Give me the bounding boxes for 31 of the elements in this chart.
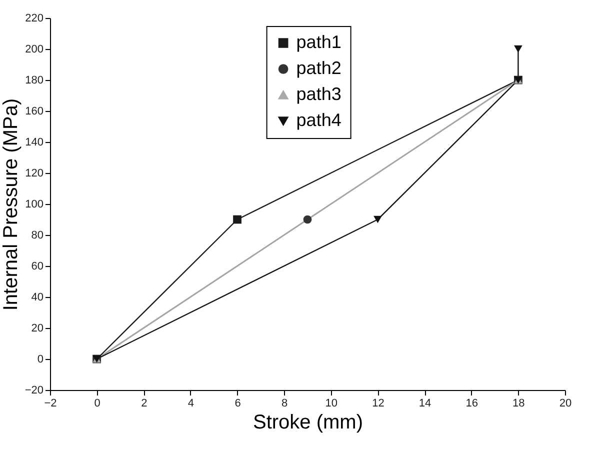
x-tick-label: 4 bbox=[188, 398, 194, 410]
legend-label: path2 bbox=[296, 58, 342, 78]
y-tick-label: −20 bbox=[24, 384, 44, 396]
x-tick-label: 8 bbox=[282, 398, 288, 410]
x-tick-label: 10 bbox=[325, 398, 338, 410]
y-tick-label: 160 bbox=[25, 106, 44, 118]
x-tick-label: 14 bbox=[418, 398, 432, 410]
x-tick-label: 6 bbox=[234, 398, 241, 410]
legend-label: path4 bbox=[296, 110, 342, 130]
x-tick-label: 12 bbox=[372, 398, 384, 410]
x-tick-label: 18 bbox=[512, 398, 525, 410]
x-tick-label: 20 bbox=[559, 398, 572, 410]
y-tick-label: 20 bbox=[31, 322, 44, 334]
y-tick-label: 0 bbox=[37, 354, 44, 366]
y-tick-label: 140 bbox=[25, 136, 44, 148]
y-tick-label: 100 bbox=[25, 198, 44, 210]
x-axis-title: Stroke (mm) bbox=[253, 412, 363, 434]
legend-label: path1 bbox=[296, 32, 342, 52]
y-axis-title: Internal Pressure (MPa) bbox=[0, 98, 22, 311]
x-tick-label: 16 bbox=[466, 398, 478, 410]
y-tick-label: 40 bbox=[31, 292, 44, 304]
y-tick-label: 60 bbox=[31, 260, 44, 272]
y-tick-label: 80 bbox=[31, 230, 44, 242]
x-tick-label: −2 bbox=[44, 398, 57, 410]
y-tick-label: 120 bbox=[25, 168, 44, 180]
x-tick-label: 2 bbox=[141, 398, 148, 410]
y-tick-label: 200 bbox=[25, 44, 44, 56]
y-tick-label: 180 bbox=[25, 74, 44, 86]
x-tick-label: 0 bbox=[94, 398, 100, 410]
y-tick-label: 220 bbox=[25, 12, 44, 24]
legend-label: path3 bbox=[296, 84, 342, 104]
